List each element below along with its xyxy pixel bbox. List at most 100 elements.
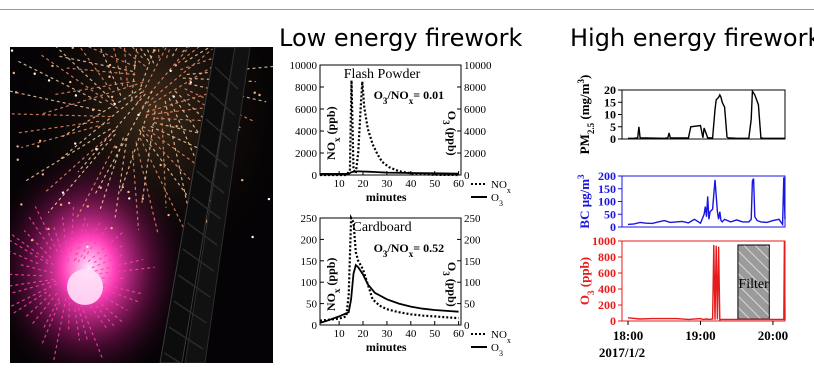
firework-streak [135, 141, 160, 237]
firework-spark [74, 142, 77, 145]
y-tick-label: 400 [598, 282, 616, 296]
truss-bar [200, 144, 228, 168]
y-tick-left-label: 0 [312, 320, 318, 332]
y-tick-left-label: 100 [301, 277, 318, 289]
y-tick-left-label: 4000 [295, 126, 318, 138]
firework-spark [12, 71, 16, 75]
firework-streak [27, 215, 52, 250]
y-tick-label: 600 [598, 266, 616, 280]
firework-streak [114, 137, 128, 218]
x-tick-label: 20 [358, 328, 370, 340]
series-line-bc [627, 177, 786, 227]
legend-label: NOx [491, 329, 511, 345]
y-tick-label: 5 [610, 120, 616, 134]
firework-streak [99, 47, 122, 96]
firework-streak [91, 253, 126, 269]
firework-streak [102, 284, 144, 295]
firework-spark [71, 47, 74, 49]
y-tick-left-label: 200 [301, 234, 318, 246]
firework-streak [55, 47, 115, 102]
y-axis-label: O3 (ppb) [577, 257, 596, 305]
firework-streak [79, 47, 111, 90]
firework-spark [33, 72, 36, 75]
firework-streak [10, 90, 101, 112]
firework-spark [91, 108, 95, 112]
firework-streak [141, 105, 157, 203]
y-tick-left-label: 50 [306, 299, 318, 311]
series-line-nox [319, 213, 459, 322]
firework-spark [137, 113, 140, 117]
y-axis-label: PM2.5 (mg/m3) [576, 75, 596, 155]
truss-bar [191, 196, 221, 220]
top-divider [0, 9, 814, 10]
firework-spark [114, 146, 118, 149]
firework-streak [148, 62, 220, 107]
firework-streak [53, 80, 136, 96]
x-tick-label: 50 [429, 328, 441, 340]
plot-frame [319, 217, 462, 326]
firework-spark [14, 91, 18, 94]
firework-spark [133, 64, 136, 67]
firework-spark [41, 173, 45, 176]
y-tick-label: 200 [598, 169, 616, 183]
low-energy-title: Low energy firework [279, 24, 523, 52]
y-axis-label-right: O3 (ppb) [441, 262, 459, 307]
firework-spark [141, 197, 145, 200]
y-tick-label: 150 [598, 182, 616, 196]
firework-spark [47, 79, 51, 82]
y-tick-right-label: 250 [464, 213, 481, 225]
firework-spark [69, 80, 72, 84]
firework-streak [188, 83, 267, 103]
y-tick-left-label: 0 [312, 170, 318, 182]
x-tick-label: 40 [405, 178, 417, 190]
x-tick-label: 60 [453, 328, 465, 340]
y-tick-label: 1000 [592, 234, 616, 248]
x-tick-label: 19:00 [685, 328, 715, 343]
firework-spark [36, 145, 40, 148]
x-tick-label: 18:00 [613, 328, 643, 343]
firework-spark [113, 102, 116, 105]
firework-streak [145, 47, 155, 64]
y-tick-right-label: 200 [464, 234, 481, 246]
firework-streak [10, 278, 55, 287]
firework-spark [86, 205, 90, 208]
y-axis-label-left: NOx (ppb) [324, 106, 342, 160]
firework-spark [174, 64, 178, 67]
x-axis-label: minutes [366, 340, 407, 354]
chart-flash-powder: 10 20 30 40 50 600200040006000800010000020004… [290, 60, 511, 208]
firework-streak [74, 308, 81, 341]
y-tick-right-label: 6000 [464, 104, 487, 116]
truss-bar [173, 300, 207, 324]
firework-spark [38, 139, 42, 143]
y-tick-label: 800 [598, 250, 616, 264]
x-tick-label: 10 [334, 328, 346, 340]
x-tick-label: 40 [405, 328, 417, 340]
y-tick-left-label: 250 [301, 213, 318, 225]
plot-frame [621, 175, 786, 228]
firework-spark [159, 163, 162, 167]
firework-spark [16, 145, 19, 148]
firework-spark [59, 203, 63, 206]
firework-streak [77, 93, 146, 173]
firework-spark [241, 178, 244, 182]
y-tick-right-label: 10000 [464, 60, 492, 72]
series-line-o3 [627, 240, 786, 321]
firework-streak [10, 239, 49, 264]
firework-spark [47, 227, 50, 231]
firework-streak [32, 292, 58, 325]
firework-spark [67, 201, 71, 205]
firework-streak [10, 291, 47, 316]
x-tick-label: 30 [381, 178, 393, 190]
y-axis-label-left: NOx (ppb) [324, 258, 342, 312]
firework-spark [108, 63, 112, 67]
firework-streak [80, 304, 103, 359]
high-energy-title: High energy firework [570, 24, 814, 52]
firework-streak [146, 87, 228, 113]
chart-annotation: Cardboard [352, 220, 411, 235]
chart-o3: 0 200 400 600 800 1000 Filter O3 (ppb) 18:00 19:0… [577, 234, 788, 360]
firework-streak [160, 110, 167, 208]
firework-core [67, 269, 103, 305]
truss-bar [164, 352, 182, 363]
y-tick-right-label: 150 [464, 256, 481, 268]
y-tick-right-label: 100 [464, 277, 481, 289]
